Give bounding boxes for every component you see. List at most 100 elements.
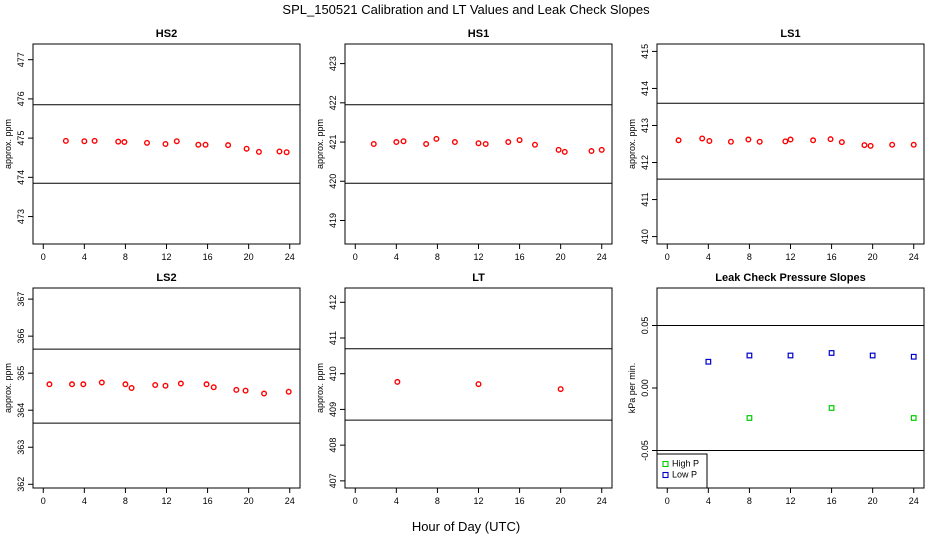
x-tick-label: 4 bbox=[82, 252, 87, 262]
series-1 bbox=[675, 135, 917, 149]
data-point bbox=[195, 141, 202, 148]
x-tick-label: 16 bbox=[203, 252, 213, 262]
data-point bbox=[177, 380, 184, 387]
legend-entry: Low P bbox=[672, 470, 697, 480]
series-high-p bbox=[746, 405, 917, 421]
x-tick-label: 20 bbox=[244, 496, 254, 506]
x-tick-label: 20 bbox=[244, 252, 254, 262]
data-point bbox=[745, 136, 752, 143]
y-tick-label: 409 bbox=[328, 402, 338, 417]
panel-5: LT 0 4 8 12 16 20 24 407 408 409 410 411 412 approx. p… bbox=[315, 272, 613, 506]
figure-x-axis-label: Hour of Day (UTC) bbox=[412, 519, 520, 534]
data-point bbox=[861, 142, 868, 149]
y-tick-label: 363 bbox=[16, 440, 26, 455]
data-point bbox=[555, 146, 562, 153]
x-tick-label: 24 bbox=[597, 252, 607, 262]
data-point bbox=[516, 137, 523, 144]
y-tick-label: 410 bbox=[328, 366, 338, 381]
data-point bbox=[451, 139, 458, 146]
x-tick-label: 16 bbox=[203, 496, 213, 506]
x-tick-label: 20 bbox=[868, 496, 878, 506]
data-point bbox=[827, 136, 834, 143]
x-tick-label: 8 bbox=[747, 252, 752, 262]
y-tick-label: 414 bbox=[640, 81, 650, 96]
y-tick-label: 423 bbox=[328, 56, 338, 71]
data-point bbox=[46, 381, 53, 388]
data-point bbox=[475, 140, 482, 147]
data-point bbox=[810, 137, 817, 144]
data-point bbox=[557, 386, 564, 393]
series-1 bbox=[394, 378, 564, 393]
panel-title: HS2 bbox=[156, 28, 177, 40]
data-point bbox=[370, 140, 377, 147]
data-point bbox=[173, 138, 180, 145]
data-point bbox=[143, 139, 150, 146]
data-point bbox=[400, 138, 407, 145]
data-point bbox=[828, 350, 835, 356]
series-1 bbox=[62, 137, 290, 156]
x-tick-label: 0 bbox=[665, 496, 670, 506]
y-tick-label: 422 bbox=[328, 95, 338, 110]
x-tick-label: 12 bbox=[161, 496, 171, 506]
legend-box bbox=[656, 453, 708, 489]
data-point bbox=[869, 352, 876, 359]
data-point bbox=[706, 138, 713, 145]
y-tick-label: 364 bbox=[16, 403, 26, 418]
x-tick-label: 8 bbox=[123, 496, 128, 506]
data-point bbox=[276, 148, 283, 155]
panel-3: LS1 0 4 8 12 16 20 24 410 411 412 413 414 415 approx. … bbox=[627, 28, 925, 262]
data-point bbox=[202, 141, 209, 148]
data-point bbox=[62, 137, 69, 144]
x-tick-label: 24 bbox=[909, 252, 919, 262]
data-point bbox=[531, 141, 538, 148]
x-tick-label: 8 bbox=[435, 252, 440, 262]
y-tick-label: 421 bbox=[328, 135, 338, 150]
x-tick-label: 0 bbox=[41, 252, 46, 262]
y-tick-label: -0.05 bbox=[640, 440, 650, 461]
x-tick-label: 4 bbox=[394, 252, 399, 262]
data-point bbox=[910, 141, 917, 148]
data-point bbox=[69, 381, 76, 388]
plot-frame bbox=[32, 43, 301, 245]
panel-title: LT bbox=[472, 272, 485, 284]
data-point bbox=[423, 140, 430, 147]
panel-title: LS2 bbox=[156, 272, 176, 284]
figure-title: SPL_150521 Calibration and LT Values and… bbox=[282, 2, 650, 17]
series-1 bbox=[370, 135, 605, 155]
plot-frame bbox=[344, 43, 613, 245]
legend-swatch bbox=[662, 460, 669, 468]
x-tick-label: 12 bbox=[473, 496, 483, 506]
x-tick-label: 4 bbox=[82, 496, 87, 506]
data-point bbox=[128, 385, 135, 392]
x-tick-label: 24 bbox=[909, 496, 919, 506]
x-tick-label: 8 bbox=[747, 496, 752, 506]
data-point bbox=[152, 382, 159, 389]
data-point bbox=[787, 352, 794, 359]
data-point bbox=[91, 137, 98, 144]
y-axis-label: approx. ppm bbox=[315, 119, 325, 169]
data-point bbox=[243, 145, 250, 152]
y-tick-label: 475 bbox=[16, 131, 26, 146]
data-point bbox=[283, 149, 290, 156]
data-point bbox=[433, 135, 440, 142]
x-tick-label: 4 bbox=[394, 496, 399, 506]
legend-swatch bbox=[662, 471, 669, 479]
y-tick-label: 366 bbox=[16, 329, 26, 344]
x-tick-label: 0 bbox=[353, 252, 358, 262]
y-tick-label: 473 bbox=[16, 209, 26, 224]
y-tick-label: 476 bbox=[16, 91, 26, 106]
data-point bbox=[867, 142, 874, 149]
data-point bbox=[162, 140, 169, 147]
data-point bbox=[505, 139, 512, 146]
x-tick-label: 20 bbox=[868, 252, 878, 262]
y-tick-label: 411 bbox=[328, 331, 338, 345]
x-tick-label: 8 bbox=[123, 252, 128, 262]
plot-frame bbox=[344, 287, 613, 489]
panel-4: LS2 0 4 8 12 16 20 24 362 363 364 365 366 367 approx. … bbox=[3, 272, 301, 506]
x-tick-label: 16 bbox=[515, 252, 525, 262]
y-axis-label: approx. ppm bbox=[627, 119, 637, 169]
x-tick-label: 4 bbox=[706, 496, 711, 506]
